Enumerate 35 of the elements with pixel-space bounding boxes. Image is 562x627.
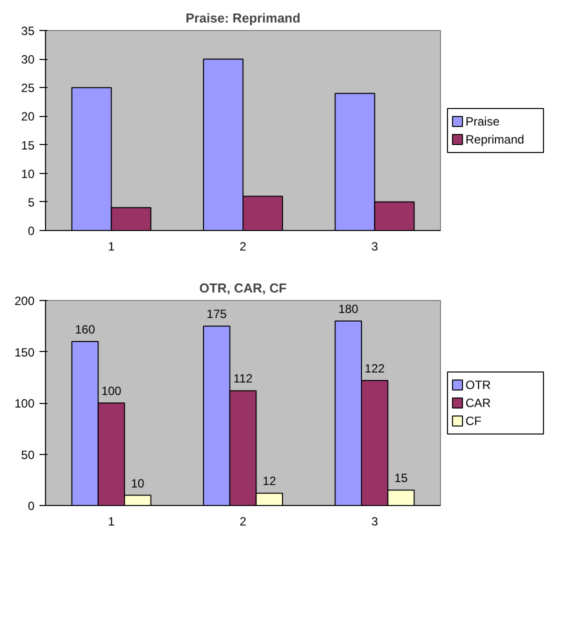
x-tick-label: 1 xyxy=(108,514,115,528)
legend-label: Praise xyxy=(466,114,500,128)
y-tick-label: 10 xyxy=(21,166,35,181)
data-label: 175 xyxy=(206,307,228,322)
y-tick-label: 15 xyxy=(21,138,35,152)
data-label: 112 xyxy=(233,372,253,386)
data-label: 122 xyxy=(364,361,386,376)
y-tick-label: 150 xyxy=(14,345,35,360)
x-tick-label: 3 xyxy=(371,240,378,254)
y-tick-label: 50 xyxy=(21,448,35,462)
y-tick-label: 35 xyxy=(21,24,35,38)
y-tick-label: 200 xyxy=(14,294,35,308)
y-tick-label: 0 xyxy=(28,224,35,238)
x-tick-label: 1 xyxy=(108,240,115,254)
y-tick-label: 20 xyxy=(21,110,35,124)
y-tick-label: 5 xyxy=(28,195,35,210)
data-label: 10 xyxy=(130,476,145,490)
data-label: 100 xyxy=(101,384,122,398)
legend-label: Reprimand xyxy=(466,132,524,146)
y-tick-label: 100 xyxy=(14,396,35,410)
data-label: 15 xyxy=(394,471,408,486)
data-label: 160 xyxy=(74,322,96,336)
y-tick-label: 0 xyxy=(28,499,35,513)
data-label: 180 xyxy=(338,302,359,316)
chart-title: OTR, CAR, CF xyxy=(199,280,287,296)
legend-label: CF xyxy=(466,414,482,428)
y-tick-label: 30 xyxy=(21,52,35,67)
x-tick-label: 3 xyxy=(371,514,378,528)
x-tick-label: 2 xyxy=(240,514,247,528)
data-label: 12 xyxy=(262,474,276,488)
x-tick-label: 2 xyxy=(240,240,247,254)
legend-label: OTR xyxy=(466,378,492,392)
y-tick-label: 25 xyxy=(21,81,35,96)
legend-label: CAR xyxy=(466,396,492,410)
chart-title: Praise: Reprimand xyxy=(186,10,300,26)
